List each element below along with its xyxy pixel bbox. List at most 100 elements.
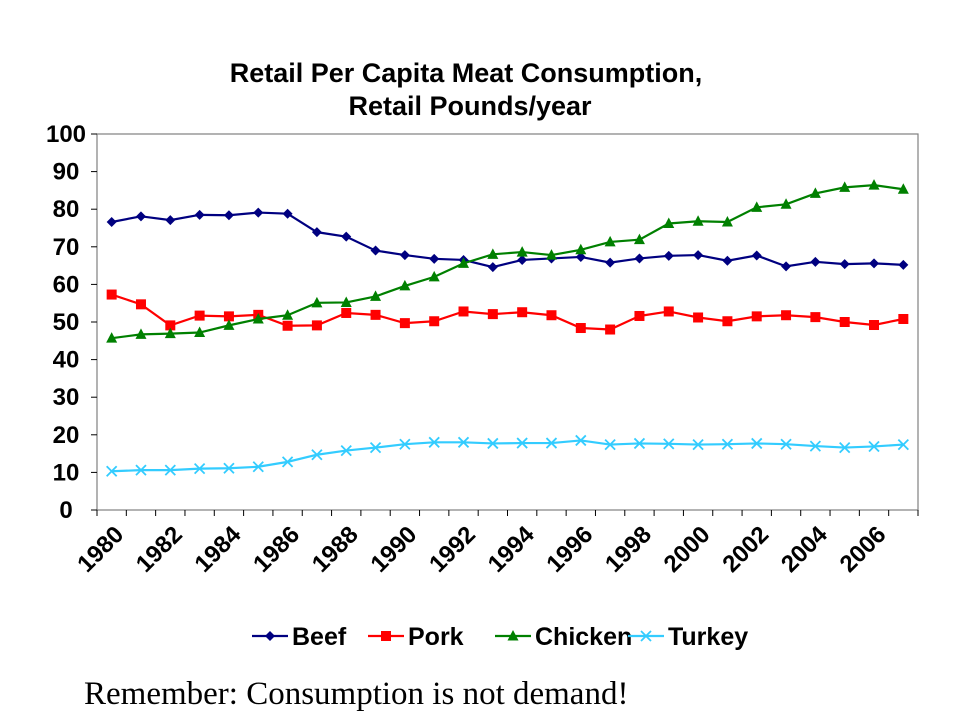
data-point-pork	[810, 312, 821, 323]
x-tick-label: 1990	[365, 521, 422, 578]
x-tick-label: 1992	[424, 521, 481, 578]
data-point-chicken	[428, 270, 440, 282]
y-tick-label: 20	[53, 422, 80, 449]
chart-subtitle: Retail Pounds/year	[348, 91, 592, 121]
data-point-turkey	[252, 461, 264, 473]
data-point-pork	[605, 324, 616, 335]
data-point-chicken	[164, 327, 176, 339]
y-tick-label: 0	[59, 497, 72, 524]
data-point-pork	[781, 310, 792, 321]
data-point-chicken	[223, 319, 235, 330]
legend-label-pork: Pork	[408, 623, 464, 651]
data-point-pork	[341, 307, 352, 318]
y-tick-label: 80	[53, 196, 80, 223]
legend-marker-beef	[265, 631, 275, 641]
data-point-chicken	[106, 332, 118, 343]
data-point-chicken	[868, 179, 880, 190]
data-point-beef	[575, 251, 586, 262]
data-point-pork	[634, 310, 645, 321]
data-point-beef	[634, 253, 645, 264]
data-point-chicken	[282, 309, 294, 320]
data-point-beef	[399, 250, 410, 261]
data-point-turkey	[839, 441, 851, 454]
series-layer	[106, 179, 909, 477]
series-line-turkey	[111, 439, 904, 473]
data-point-turkey	[516, 437, 528, 449]
data-point-beef	[341, 231, 352, 242]
data-point-pork	[546, 310, 557, 321]
data-point-chicken	[575, 243, 587, 255]
data-point-beef	[135, 211, 146, 222]
data-point-beef	[663, 250, 674, 261]
data-point-turkey	[633, 437, 646, 450]
x-tick-label: 2002	[717, 521, 774, 578]
data-point-chicken	[663, 217, 675, 228]
y-tick-label: 70	[53, 234, 80, 261]
series-turkey	[106, 434, 909, 477]
legend: Beef Pork Chicken Turkey	[252, 623, 748, 651]
x-tick-label: 2000	[659, 521, 716, 578]
data-point-chicken	[370, 290, 382, 301]
data-point-pork	[487, 309, 498, 320]
y-tick-label: 40	[53, 347, 80, 374]
legend-item-beef: Beef	[252, 623, 347, 651]
x-tick-label: 1986	[248, 521, 305, 578]
data-point-beef	[106, 216, 117, 227]
y-tick-label: 90	[53, 159, 80, 186]
legend-label-beef: Beef	[292, 623, 347, 651]
data-point-pork	[839, 317, 850, 327]
legend-item-chicken: Chicken	[495, 623, 632, 651]
data-point-turkey	[340, 444, 352, 457]
data-point-pork	[517, 307, 528, 318]
data-point-chicken	[633, 233, 645, 245]
series-line-chicken	[111, 184, 904, 340]
legend-item-turkey: Turkey	[628, 623, 748, 651]
data-point-turkey	[135, 464, 147, 476]
data-point-chicken	[311, 296, 323, 308]
x-tick-label: 1980	[72, 521, 129, 578]
x-tick-label: 1996	[541, 521, 598, 578]
data-point-turkey	[721, 438, 734, 450]
x-tick-label: 1994	[483, 521, 540, 578]
y-tick-label: 10	[53, 459, 80, 486]
data-point-beef	[898, 259, 909, 270]
data-point-chicken	[780, 198, 792, 209]
data-point-chicken	[751, 201, 763, 212]
series-line-beef	[111, 211, 904, 269]
data-point-turkey	[487, 437, 499, 450]
data-point-beef	[869, 258, 880, 269]
data-point-pork	[282, 320, 293, 331]
data-point-pork	[575, 323, 586, 334]
series-line-pork	[111, 293, 904, 331]
data-point-beef	[165, 215, 176, 226]
data-point-turkey	[575, 434, 587, 447]
data-point-pork	[194, 310, 205, 321]
caption: Remember: Consumption is not demand!	[84, 676, 629, 712]
data-point-chicken	[487, 248, 499, 259]
data-point-beef	[781, 261, 792, 272]
data-point-chicken	[516, 246, 528, 257]
y-tick-label: 100	[46, 121, 86, 148]
data-point-pork	[135, 299, 146, 310]
data-point-pork	[722, 316, 733, 327]
data-point-chicken	[839, 181, 851, 192]
plot-frame	[96, 133, 919, 511]
data-point-pork	[165, 320, 176, 331]
data-point-beef	[839, 259, 850, 270]
x-axis-ticks: 1980 1982 1984 1986 1988 1990 1992 1994 1996 1998…	[72, 510, 919, 578]
data-point-pork	[223, 311, 234, 322]
data-point-chicken	[692, 215, 704, 226]
x-tick-label: 2004	[776, 521, 833, 578]
data-point-turkey	[428, 436, 440, 448]
data-point-turkey	[457, 436, 470, 448]
series-beef	[106, 207, 909, 273]
data-point-chicken	[252, 312, 264, 324]
data-point-turkey	[369, 441, 382, 454]
data-point-turkey	[545, 437, 558, 449]
legend-marker-chicken	[507, 630, 519, 641]
data-point-pork	[106, 289, 117, 300]
data-point-beef	[194, 209, 205, 220]
legend-item-pork: Pork	[368, 623, 464, 651]
data-point-turkey	[868, 440, 880, 453]
legend-marker-pork	[381, 631, 391, 641]
